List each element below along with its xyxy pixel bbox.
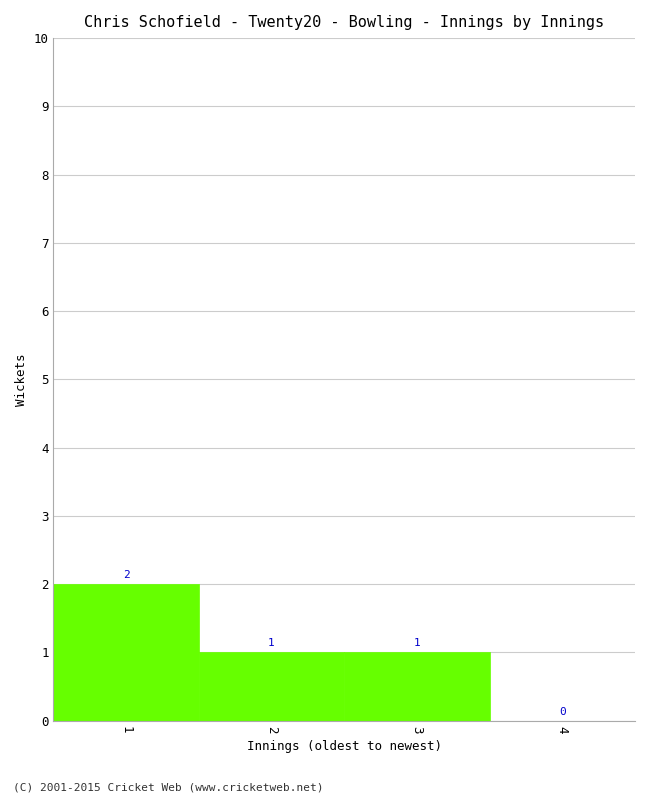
Text: 1: 1: [413, 638, 421, 648]
Text: 2: 2: [123, 570, 129, 580]
Bar: [53, 584, 199, 721]
Text: 0: 0: [559, 706, 566, 717]
Title: Chris Schofield - Twenty20 - Bowling - Innings by Innings: Chris Schofield - Twenty20 - Bowling - I…: [84, 15, 604, 30]
X-axis label: Innings (oldest to newest): Innings (oldest to newest): [247, 740, 442, 753]
Bar: [199, 653, 344, 721]
Bar: [344, 653, 489, 721]
Text: (C) 2001-2015 Cricket Web (www.cricketweb.net): (C) 2001-2015 Cricket Web (www.cricketwe…: [13, 782, 324, 792]
Y-axis label: Wickets: Wickets: [15, 353, 28, 406]
Text: 1: 1: [268, 638, 275, 648]
